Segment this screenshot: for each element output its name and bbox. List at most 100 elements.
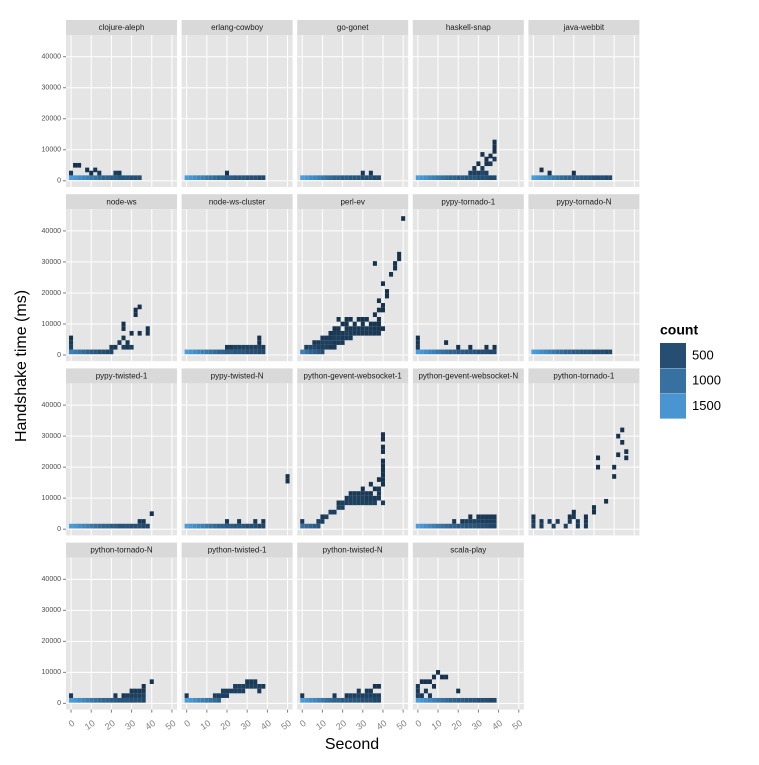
tile: [200, 523, 205, 529]
tile: [245, 679, 250, 685]
x-tick-label: 20: [219, 718, 233, 732]
tile: [208, 175, 213, 181]
tile: [583, 175, 588, 181]
tile: [129, 175, 134, 181]
tile: [109, 349, 114, 355]
x-tick-label: 0: [414, 718, 424, 729]
tile: [415, 335, 420, 341]
tile: [133, 523, 138, 529]
tile: [89, 523, 94, 529]
tile: [336, 697, 341, 703]
tile: [69, 693, 74, 698]
tile: [137, 697, 142, 703]
tile: [77, 349, 82, 355]
tile: [105, 175, 110, 181]
tile: [372, 486, 377, 492]
tile: [543, 175, 548, 181]
tile: [89, 697, 94, 703]
tile: [547, 170, 552, 176]
tile: [233, 684, 238, 689]
tile: [188, 523, 193, 529]
tile: [300, 523, 305, 529]
tile: [253, 684, 258, 689]
tile: [480, 170, 485, 176]
tile: [567, 175, 572, 181]
tile: [261, 519, 266, 524]
tile: [364, 495, 369, 501]
tile: [356, 316, 361, 322]
tile: [348, 495, 353, 501]
tile: [340, 500, 345, 506]
panel-background: [412, 383, 524, 536]
tile: [612, 474, 617, 479]
tile: [480, 349, 485, 355]
tile: [348, 500, 353, 506]
legend-label: 500: [692, 347, 714, 362]
tile: [125, 693, 130, 698]
tile: [344, 500, 349, 506]
tile: [77, 697, 82, 703]
tile: [320, 349, 325, 355]
tile: [224, 519, 230, 524]
tile: [360, 491, 365, 496]
strip: [412, 20, 524, 35]
tile: [539, 519, 544, 524]
tile: [492, 149, 497, 154]
tile: [368, 481, 373, 487]
y-tick-label: 10000: [42, 147, 62, 154]
tile: [476, 523, 481, 529]
tile: [372, 697, 377, 703]
tile: [380, 458, 385, 464]
tile: [113, 344, 118, 350]
legend-title: count: [660, 322, 698, 338]
tile: [368, 697, 373, 703]
tile: [571, 175, 576, 181]
tile: [332, 326, 337, 331]
tile: [563, 523, 568, 529]
panel-background: [297, 35, 409, 187]
tile: [133, 312, 138, 317]
tile: [129, 688, 134, 694]
x-tick-label: 10: [198, 718, 212, 732]
tile: [344, 326, 349, 331]
tile: [587, 349, 592, 355]
tile: [308, 697, 313, 703]
tile: [356, 330, 361, 336]
tile: [237, 344, 242, 350]
tile: [261, 175, 266, 181]
legend-label: 1000: [692, 373, 721, 388]
tile: [320, 175, 325, 181]
tile: [360, 175, 365, 181]
tile: [125, 697, 130, 703]
tile: [69, 170, 74, 176]
tile: [360, 170, 365, 176]
tile: [320, 344, 325, 350]
tile: [220, 349, 225, 355]
tile: [316, 349, 321, 355]
tile: [184, 693, 189, 698]
tile: [547, 175, 552, 181]
tile: [600, 349, 605, 355]
tile: [380, 481, 385, 487]
tile: [89, 170, 94, 176]
tile: [492, 349, 497, 355]
tile: [85, 175, 90, 181]
tile: [340, 340, 345, 345]
tile: [344, 175, 349, 181]
tile: [336, 335, 341, 341]
tile: [448, 175, 453, 181]
tile: [376, 298, 381, 304]
tile: [436, 670, 441, 675]
x-tick-label: 50: [510, 718, 524, 732]
tile: [440, 349, 445, 355]
tile: [253, 349, 258, 355]
tile: [380, 472, 385, 478]
tile: [133, 693, 138, 698]
tile: [257, 344, 262, 350]
strip: [181, 368, 293, 384]
tile: [200, 697, 205, 703]
tile: [460, 349, 465, 355]
tile: [456, 688, 461, 694]
panel-background: [297, 557, 409, 710]
tile: [348, 330, 353, 336]
